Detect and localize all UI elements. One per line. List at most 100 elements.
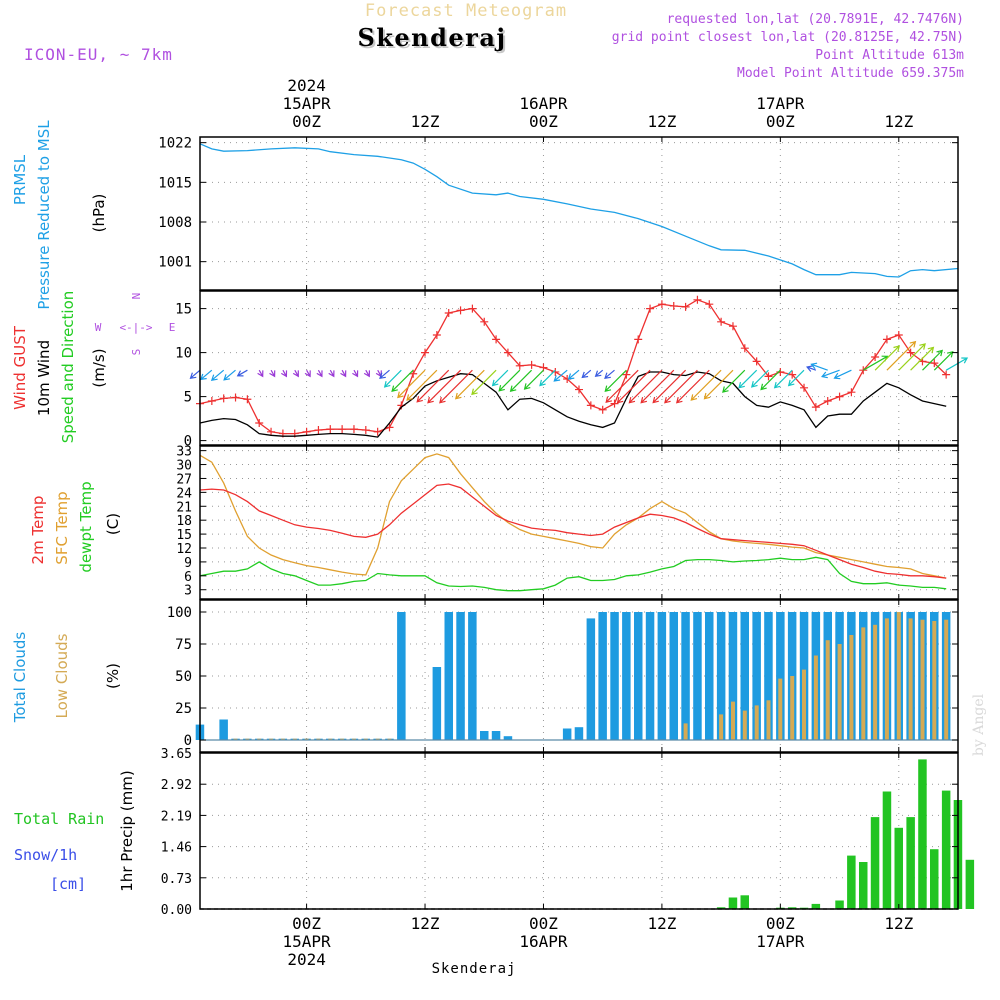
wind-direction-arrow bbox=[933, 350, 954, 371]
top-time-label: 2024 bbox=[287, 76, 326, 95]
wind-direction-arrow bbox=[363, 369, 370, 378]
wind-direction-arrow bbox=[787, 369, 805, 387]
wind-direction-arrow bbox=[821, 369, 840, 379]
location-title: Skenderaj bbox=[359, 25, 508, 54]
gust-marker bbox=[551, 367, 560, 376]
total-clouds-bar bbox=[432, 667, 442, 740]
low-clouds-bar bbox=[742, 710, 747, 740]
footer-location: Skenderaj bbox=[432, 961, 517, 977]
rain-bar bbox=[930, 849, 939, 909]
y-tick-label: 1022 bbox=[158, 136, 192, 152]
total-clouds-bar bbox=[598, 612, 607, 740]
bottom-time-label: 2024 bbox=[287, 950, 326, 969]
low-clouds-bar bbox=[328, 738, 333, 740]
rain-bar bbox=[906, 817, 915, 909]
wind-direction-arrow bbox=[604, 369, 615, 379]
y-tick-label: 9 bbox=[184, 556, 192, 571]
wind-direction-arrow bbox=[664, 369, 698, 404]
precip-unit: 1hr Precip (mm) bbox=[118, 770, 136, 891]
wind-direction-arrow bbox=[539, 369, 556, 387]
rain-bar bbox=[847, 855, 856, 909]
low-clouds-bar bbox=[269, 738, 274, 740]
y-tick-label: 1015 bbox=[158, 175, 192, 191]
gust-marker bbox=[776, 367, 785, 376]
wind-direction-arrow bbox=[391, 369, 414, 393]
watermark: by Angel bbox=[971, 693, 987, 756]
total-clouds-bar bbox=[468, 612, 477, 740]
y-tick-label: 0 bbox=[184, 434, 192, 450]
sfc-temp-label: SFC Temp bbox=[53, 491, 71, 564]
rain-label: Total Rain bbox=[14, 810, 104, 828]
y-tick-label: 50 bbox=[175, 669, 192, 685]
low-clouds-bar bbox=[316, 738, 321, 740]
gust-marker bbox=[219, 394, 228, 403]
wind-direction-arrow bbox=[628, 369, 663, 404]
wind-direction-arrow bbox=[581, 369, 592, 379]
total-clouds-bar bbox=[716, 612, 726, 740]
dewpoint-line bbox=[199, 556, 947, 592]
rain-bar bbox=[941, 790, 951, 909]
gust-marker bbox=[373, 427, 382, 436]
y-tick-label: 75 bbox=[175, 637, 192, 653]
total-clouds-bar bbox=[669, 612, 678, 740]
wind-direction-arrow bbox=[773, 369, 793, 389]
wind-direction-arrow bbox=[200, 369, 213, 381]
gust-marker bbox=[669, 301, 678, 310]
low-clouds-bar bbox=[304, 738, 309, 740]
bottom-time-label: 15APR bbox=[283, 932, 332, 951]
snow-unit: [cm] bbox=[50, 875, 86, 893]
compass-arrows: <-|-> bbox=[119, 321, 152, 334]
total-clouds-bar bbox=[622, 612, 631, 740]
top-time-label: 16APR bbox=[519, 94, 568, 113]
wind-direction-arrow bbox=[567, 369, 580, 380]
wind-direction-arrow bbox=[833, 369, 852, 380]
y-tick-label: 15 bbox=[175, 302, 192, 318]
gust-marker bbox=[930, 359, 939, 368]
gust-marker bbox=[823, 397, 832, 405]
wind-direction-arrow bbox=[223, 369, 236, 381]
wind-direction-arrow bbox=[898, 343, 926, 371]
wind-direction-arrow bbox=[397, 369, 426, 399]
top-time-label: 12Z bbox=[411, 112, 440, 131]
wind-unit: (m/s) bbox=[90, 348, 108, 387]
gust-marker bbox=[610, 399, 619, 408]
gust-marker bbox=[847, 388, 856, 397]
panel-frame bbox=[199, 752, 959, 910]
gust-marker bbox=[942, 370, 951, 379]
wind-direction-arrow bbox=[616, 369, 651, 404]
sfc-temp-line bbox=[199, 453, 947, 579]
gust-marker bbox=[646, 304, 655, 313]
compass-east: E bbox=[169, 321, 176, 334]
gust-label: Wind GUST bbox=[11, 325, 29, 410]
compass-west: W bbox=[95, 321, 102, 334]
total-clouds-bar bbox=[681, 612, 690, 740]
low-clouds-bar bbox=[802, 669, 806, 740]
bottom-time-label: 17APR bbox=[756, 932, 805, 951]
wind-direction-arrow bbox=[750, 369, 769, 388]
gust-marker bbox=[657, 300, 666, 309]
low-clouds-bar bbox=[731, 701, 735, 740]
y-tick-label: 2.92 bbox=[161, 778, 192, 793]
temp-2m-line bbox=[199, 483, 947, 579]
y-tick-label: 2.19 bbox=[161, 809, 192, 824]
gust-marker bbox=[622, 370, 631, 379]
compass-north: N bbox=[130, 293, 143, 300]
total-clouds-bar bbox=[752, 612, 761, 740]
low-clouds-bar bbox=[280, 738, 285, 740]
gust-marker bbox=[255, 419, 264, 427]
wind-direction-arrow bbox=[281, 369, 288, 378]
low-clouds-bar bbox=[683, 723, 688, 740]
low-clouds-bar bbox=[375, 738, 380, 740]
low-clouds-bar bbox=[790, 676, 795, 740]
gust-marker bbox=[693, 295, 702, 304]
low-clouds-bar bbox=[233, 738, 238, 740]
pressure-label-2: Pressure Reduced to MSL bbox=[35, 120, 53, 310]
y-tick-label: 1008 bbox=[158, 215, 192, 231]
temp-unit: (C) bbox=[104, 513, 122, 535]
gust-marker bbox=[811, 403, 820, 412]
gust-marker bbox=[894, 331, 903, 339]
panel-frame bbox=[199, 136, 959, 291]
snow-label: Snow/1h bbox=[14, 846, 77, 864]
y-tick-label: 1001 bbox=[158, 255, 192, 271]
low-clouds-bar bbox=[837, 644, 842, 740]
